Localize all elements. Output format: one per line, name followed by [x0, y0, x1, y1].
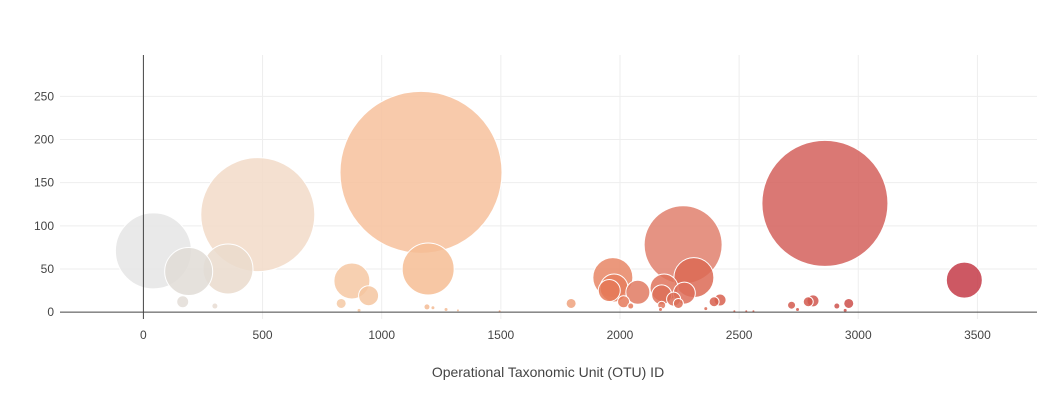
data-bubble — [443, 307, 449, 313]
data-bubble — [708, 296, 720, 308]
data-bubble — [787, 300, 797, 310]
data-bubble — [625, 279, 651, 305]
data-bubble — [358, 285, 380, 307]
x-tick-label: 3500 — [964, 328, 991, 342]
data-bubble — [833, 302, 841, 310]
axis-layer: 0 500 1000 1500 2000 2500 3000 3500 0 50 100 150 200… — [34, 55, 1037, 342]
data-bubble — [176, 295, 190, 309]
y-tick-label: 100 — [34, 219, 54, 233]
x-tick-label: 3000 — [845, 328, 872, 342]
data-bubble — [423, 303, 431, 311]
data-bubble — [843, 297, 855, 309]
x-tick-label: 500 — [253, 328, 273, 342]
data-bubble — [617, 295, 631, 309]
data-bubble — [597, 279, 621, 303]
data-bubble — [164, 247, 214, 297]
data-bubble — [565, 297, 577, 309]
y-tick-label: 250 — [34, 89, 54, 103]
data-bubble — [802, 296, 814, 308]
data-bubble — [703, 306, 709, 312]
data-bubble — [339, 90, 503, 254]
x-tick-label: 1500 — [487, 328, 514, 342]
data-bubble — [761, 139, 889, 267]
x-tick-label: 1000 — [368, 328, 395, 342]
x-tick-label: 0 — [140, 328, 147, 342]
data-bubble — [672, 297, 684, 309]
x-tick-label: 2500 — [726, 328, 753, 342]
y-tick-label: 150 — [34, 176, 54, 190]
x-tick-label: 2000 — [607, 328, 634, 342]
y-tick-label: 200 — [34, 133, 54, 147]
data-bubble — [200, 157, 316, 273]
data-bubble — [430, 305, 436, 311]
data-bubble — [335, 297, 347, 309]
data-bubble — [945, 261, 983, 299]
data-bubble — [627, 302, 635, 310]
data-bubble — [455, 308, 460, 313]
x-axis-title: Operational Taxonomic Unit (OTU) ID — [432, 364, 664, 380]
data-bubble — [657, 307, 663, 313]
y-tick-label: 50 — [41, 262, 55, 276]
data-bubble — [401, 242, 455, 296]
data-bubble — [795, 307, 801, 313]
bubble-layer — [114, 90, 983, 314]
data-bubble — [211, 302, 219, 310]
y-tick-label: 0 — [47, 305, 54, 319]
